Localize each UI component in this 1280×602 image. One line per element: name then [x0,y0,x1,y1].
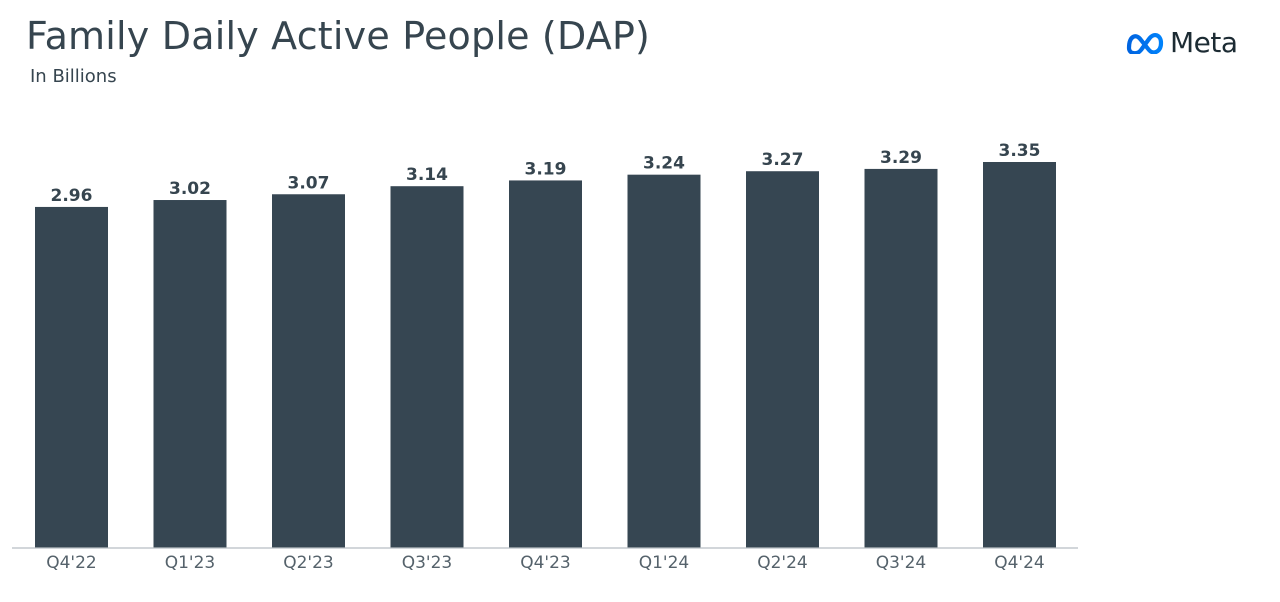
bar-Q2'23 [272,194,345,548]
x-tick-label: Q4'22 [46,553,97,573]
chart-subtitle: In Billions [30,66,117,87]
bar-Q1'24 [627,174,701,548]
bar-Q4'24 [983,162,1056,548]
chart-title: Family Daily Active People (DAP) [26,14,651,58]
x-tick-label: Q2'24 [757,553,808,573]
x-tick-label: Q1'24 [639,553,690,573]
x-tick-label: Q4'24 [994,553,1045,573]
value-labels-layer: 2.96 3.02 3.07 3.14 3.19 3.24 3.27 3.29 3.35 [51,141,1041,206]
x-tick-labels-layer: Q4'22 Q1'23 Q2'23 Q3'23 Q4'23 Q1'24 Q2'24 Q3'24… [46,553,1045,573]
x-tick-label: Q3'24 [876,553,927,573]
bar-Q3'24 [864,168,938,548]
bar-Q4'22 [35,206,108,548]
value-label: 3.19 [525,159,567,179]
value-label: 3.07 [288,173,330,193]
value-label: 3.27 [762,150,804,170]
value-label: 3.14 [406,165,448,185]
bar-Q3'23 [390,186,464,548]
bar-Q2'24 [746,171,819,549]
meta-logo: Meta [1126,24,1238,60]
x-tick-label: Q1'23 [165,553,216,573]
value-label: 2.96 [51,186,93,206]
bar-Q4'23 [509,180,582,548]
meta-wordmark: Meta [1170,25,1238,59]
value-label: 3.29 [880,148,922,168]
value-label: 3.35 [999,141,1041,161]
bars-layer [35,162,1056,549]
x-tick-label: Q3'23 [402,553,453,573]
x-tick-label: Q2'23 [283,553,334,573]
value-label: 3.24 [643,154,685,174]
x-tick-label: Q4'23 [520,553,571,573]
meta-infinity-icon [1126,33,1164,54]
bar-Q1'23 [153,200,227,549]
value-label: 3.02 [169,179,211,199]
